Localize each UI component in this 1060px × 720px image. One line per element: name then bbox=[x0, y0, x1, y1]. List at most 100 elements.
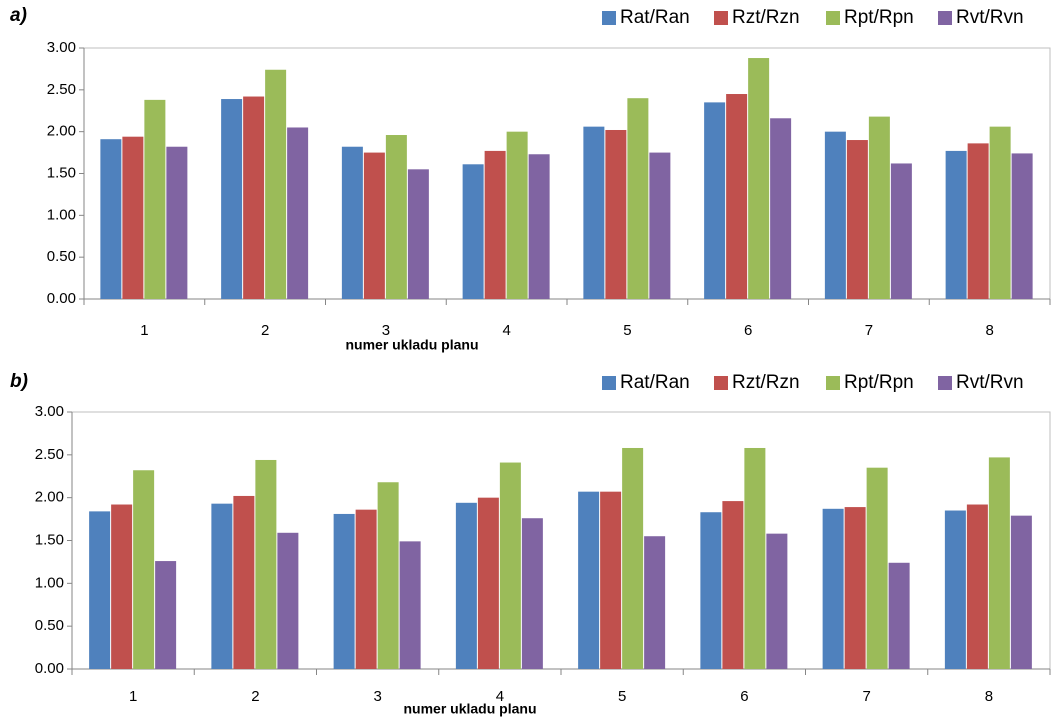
x-tick-label: 5 bbox=[618, 688, 626, 705]
x-tick-label: 2 bbox=[261, 322, 269, 339]
bar bbox=[1011, 153, 1033, 299]
bar bbox=[407, 169, 429, 299]
legend-swatch bbox=[938, 376, 952, 390]
bar bbox=[243, 96, 265, 299]
legend-swatch bbox=[602, 376, 616, 390]
bar bbox=[627, 98, 649, 299]
bar bbox=[868, 116, 890, 300]
y-tick-label: 0.00 bbox=[47, 290, 76, 307]
x-tick-label: 8 bbox=[985, 688, 993, 705]
x-axis-title: numer ukladu planu bbox=[403, 701, 536, 717]
bar bbox=[355, 509, 377, 669]
bar bbox=[700, 512, 722, 669]
y-tick-label: 2.00 bbox=[47, 123, 76, 140]
bar bbox=[1010, 515, 1032, 669]
legend-label: Rpt/Rpn bbox=[844, 7, 914, 28]
bar bbox=[822, 508, 844, 669]
x-tick-label: 4 bbox=[496, 688, 504, 705]
bar bbox=[385, 135, 407, 299]
bar bbox=[521, 518, 543, 669]
bar bbox=[333, 513, 355, 669]
x-axis-title: numer ukladu planu bbox=[345, 337, 478, 353]
bar bbox=[211, 503, 233, 669]
x-tick-label: 3 bbox=[373, 688, 381, 705]
bar bbox=[866, 467, 888, 669]
bar bbox=[622, 447, 644, 669]
bar bbox=[605, 129, 627, 299]
y-tick-label: 0.50 bbox=[35, 617, 64, 634]
bar bbox=[824, 131, 846, 299]
y-tick-label: 1.00 bbox=[35, 574, 64, 591]
bar bbox=[399, 541, 421, 669]
bar bbox=[844, 507, 866, 669]
bar bbox=[578, 491, 600, 669]
bar bbox=[726, 94, 748, 300]
legend-swatch bbox=[938, 11, 952, 25]
legend-label: Rat/Ran bbox=[620, 7, 690, 28]
bar bbox=[888, 562, 910, 669]
y-tick-label: 1.50 bbox=[35, 531, 64, 548]
bar bbox=[506, 131, 528, 299]
bar bbox=[277, 532, 299, 669]
bar bbox=[455, 502, 477, 669]
y-tick-label: 3.00 bbox=[35, 403, 64, 420]
bar bbox=[221, 99, 243, 299]
y-tick-label: 1.50 bbox=[47, 164, 76, 181]
bar bbox=[583, 126, 605, 299]
x-tick-label: 6 bbox=[740, 688, 748, 705]
bar bbox=[166, 146, 188, 299]
bar bbox=[499, 462, 521, 669]
bar bbox=[111, 504, 133, 669]
x-tick-label: 1 bbox=[129, 688, 137, 705]
y-tick-label: 2.00 bbox=[35, 489, 64, 506]
x-tick-label: 6 bbox=[744, 322, 752, 339]
legend-swatch bbox=[714, 376, 728, 390]
legend-label: Rvt/Rvn bbox=[956, 372, 1024, 393]
bar bbox=[945, 150, 967, 299]
bar bbox=[484, 150, 506, 299]
bar bbox=[967, 143, 989, 299]
y-tick-label: 3.00 bbox=[47, 39, 76, 56]
legend-swatch bbox=[826, 11, 840, 25]
legend-label: Rat/Ran bbox=[620, 372, 690, 393]
bar bbox=[265, 69, 287, 300]
legend-label: Rvt/Rvn bbox=[956, 7, 1024, 28]
y-tick-label: 1.00 bbox=[47, 206, 76, 223]
bar bbox=[944, 510, 966, 669]
bar bbox=[255, 459, 277, 669]
bar bbox=[122, 136, 144, 299]
bar bbox=[644, 536, 666, 669]
bar bbox=[377, 482, 399, 669]
x-tick-label: 5 bbox=[623, 322, 631, 339]
legend-label: Rzt/Rzn bbox=[732, 7, 800, 28]
legend-label: Rpt/Rpn bbox=[844, 372, 914, 393]
legend-label: Rzt/Rzn bbox=[732, 372, 800, 393]
legend-swatch bbox=[602, 11, 616, 25]
x-tick-label: 2 bbox=[251, 688, 259, 705]
bar bbox=[890, 163, 912, 299]
bar bbox=[744, 447, 766, 669]
x-tick-label: 8 bbox=[985, 322, 993, 339]
bar bbox=[722, 501, 744, 669]
x-tick-label: 7 bbox=[865, 322, 873, 339]
legend-swatch bbox=[826, 376, 840, 390]
bar bbox=[363, 152, 385, 299]
bar bbox=[966, 504, 988, 669]
x-tick-label: 7 bbox=[862, 688, 870, 705]
bar bbox=[528, 154, 550, 299]
bar bbox=[155, 561, 177, 669]
bar bbox=[287, 127, 309, 299]
bar bbox=[766, 533, 788, 669]
bar bbox=[748, 58, 770, 299]
bar bbox=[462, 164, 484, 299]
y-tick-label: 0.00 bbox=[35, 660, 64, 677]
y-tick-label: 2.50 bbox=[35, 446, 64, 463]
bar bbox=[341, 146, 363, 299]
bar bbox=[988, 457, 1010, 669]
bar bbox=[133, 470, 155, 669]
bar bbox=[600, 491, 622, 669]
bar bbox=[846, 140, 868, 299]
legend-swatch bbox=[714, 11, 728, 25]
bar bbox=[100, 139, 122, 299]
